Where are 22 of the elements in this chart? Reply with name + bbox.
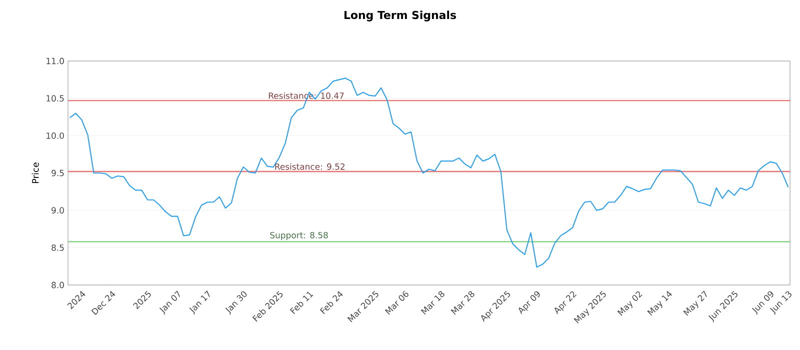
y-tick-label: 11.0 [46,58,64,64]
y-axis-title: Price [32,162,39,184]
chart-title: Long Term Signals [344,10,456,22]
x-tick-label: Jan 17 [189,290,210,315]
ref-line-label: Resistance: 9.52 [275,163,344,170]
x-tick-label: Mar 28 [450,291,474,315]
y-tick-label: 10.0 [46,132,64,139]
y-tick-label: 8.5 [52,244,64,251]
y-tick-label: 9.5 [52,170,64,176]
x-tick-label: Dec 24 [91,291,116,315]
x-tick-label: Feb 11 [290,292,314,314]
y-tick-label: 10.5 [46,95,64,102]
x-tick-label: Feb 24 [320,291,343,314]
x-tick-label: Apr 09 [518,291,540,314]
x-tick-label: Jan 07 [159,290,180,315]
x-tick-label: Mar 18 [420,291,444,315]
y-tick-label: 9.0 [52,207,64,214]
x-tick-label: Mar 06 [384,290,408,315]
ref-line-label: Support: 8.58 [270,232,328,240]
x-tick-label: Apr 22 [554,291,577,314]
y-tick-label: 8.0 [52,282,64,288]
x-tick-label: Jan 30 [225,291,247,315]
